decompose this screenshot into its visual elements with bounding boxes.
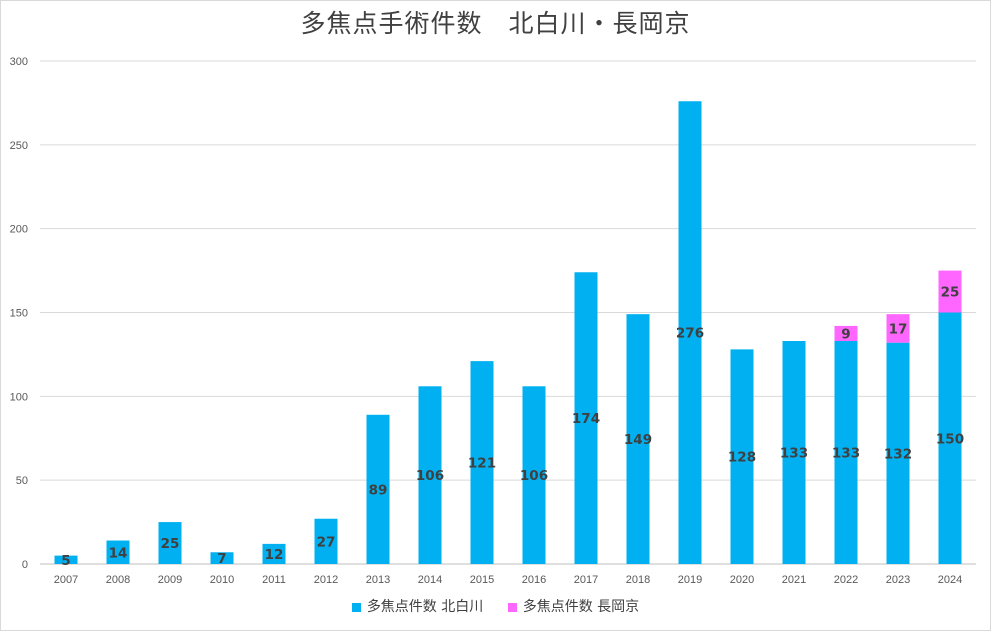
- data-label: 106: [416, 468, 444, 484]
- x-tick-label: 2017: [574, 574, 598, 586]
- data-label: 121: [468, 456, 496, 472]
- x-tick-label: 2022: [834, 574, 858, 586]
- x-tick-label: 2018: [626, 574, 650, 586]
- chart-title: 多焦点手術件数 北白川・長岡京: [300, 9, 691, 38]
- legend: 多焦点件数 北白川 多焦点件数 長岡京: [0, 596, 991, 616]
- legend-label-nagaokakyo: 多焦点件数 長岡京: [522, 599, 640, 615]
- x-tick-label: 2011: [262, 574, 286, 586]
- legend-swatch-kitashirakawa: [351, 602, 361, 612]
- data-label: 149: [624, 432, 652, 448]
- bar-kitashirakawa-2023: [886, 342, 910, 564]
- x-tick-label: 2024: [938, 574, 962, 586]
- x-tick-label: 2007: [54, 574, 78, 586]
- bar-kitashirakawa-2010: [210, 552, 234, 564]
- bar-kitashirakawa-2014: [418, 386, 442, 564]
- data-label: 7: [217, 551, 226, 567]
- bar-kitashirakawa-2017: [574, 272, 598, 564]
- bar-kitashirakawa-2021: [782, 341, 806, 564]
- y-tick-label: 200: [10, 224, 28, 236]
- x-tick-label: 2021: [782, 574, 806, 586]
- x-tick-label: 2020: [730, 574, 754, 586]
- data-labels: 5 14 25 7 12 27 89 106 121 106 174 149 276 128 133 133 9…: [61, 285, 964, 569]
- data-label: 12: [265, 547, 284, 563]
- data-label: 174: [572, 411, 600, 427]
- data-label: 133: [780, 446, 808, 462]
- bar-kitashirakawa-2009: [158, 522, 182, 564]
- data-label: 132: [884, 446, 912, 462]
- bar-kitashirakawa-2019: [678, 101, 702, 565]
- bar-kitashirakawa-2008: [106, 540, 130, 564]
- bar-kitashirakawa-2024: [938, 312, 962, 564]
- bar-kitashirakawa-2020: [730, 349, 754, 564]
- x-tick-label: 2012: [314, 574, 338, 586]
- x-tick-label: 2023: [886, 574, 910, 586]
- x-axis: 2007 2008 2009 2010 2011 2012 2013 2014 2015 2016…: [54, 574, 962, 586]
- bar-kitashirakawa-2013: [366, 414, 390, 564]
- data-label: 106: [520, 468, 548, 484]
- x-tick-label: 2013: [366, 574, 390, 586]
- x-tick-label: 2009: [158, 574, 182, 586]
- y-tick-label: 300: [10, 56, 28, 68]
- data-label: 9: [841, 326, 850, 342]
- data-label: 89: [369, 482, 388, 498]
- data-label: 5: [61, 553, 70, 569]
- data-label: 150: [936, 431, 964, 447]
- data-label: 25: [161, 536, 180, 552]
- legend-label-kitashirakawa: 多焦点件数 北白川: [366, 599, 484, 615]
- y-tick-label: 0: [22, 559, 28, 571]
- x-tick-label: 2016: [522, 574, 546, 586]
- bar-kitashirakawa-2018: [626, 314, 650, 564]
- legend-swatch-nagaokakyo: [507, 602, 517, 612]
- bar-nagaokakyo-2022: [834, 325, 858, 342]
- bar-nagaokakyo-2023: [886, 314, 910, 343]
- x-tick-label: 2010: [210, 574, 234, 586]
- x-tick-label: 2019: [678, 574, 702, 586]
- bars: [54, 101, 962, 565]
- bar-kitashirakawa-2015: [470, 361, 494, 564]
- x-tick-label: 2014: [418, 574, 442, 586]
- y-axis: 0 50 100 150 200 250 300: [10, 56, 28, 571]
- bar-nagaokakyo-2024: [938, 270, 962, 313]
- data-label: 25: [941, 285, 960, 301]
- bar-kitashirakawa-2011: [262, 543, 286, 564]
- gridlines: [40, 60, 976, 565]
- y-tick-label: 150: [10, 308, 28, 320]
- data-label: 14: [109, 545, 128, 561]
- x-tick-label: 2008: [106, 574, 130, 586]
- data-label: 276: [676, 326, 704, 342]
- bar-kitashirakawa-2022: [834, 341, 858, 564]
- bar-kitashirakawa-2007: [54, 555, 78, 564]
- x-tick-label: 2015: [470, 574, 494, 586]
- bar-kitashirakawa-2012: [314, 518, 338, 564]
- legend-item-nagaokakyo: 多焦点件数 長岡京: [507, 596, 640, 616]
- y-tick-label: 100: [10, 391, 28, 403]
- bar-kitashirakawa-2016: [522, 386, 546, 564]
- y-tick-label: 250: [10, 140, 28, 152]
- y-tick-label: 50: [16, 475, 28, 487]
- data-label: 17: [889, 321, 908, 337]
- data-label: 133: [832, 446, 860, 462]
- data-label: 128: [728, 450, 756, 466]
- legend-item-kitashirakawa: 多焦点件数 北白川: [351, 596, 484, 616]
- data-label: 27: [317, 534, 336, 550]
